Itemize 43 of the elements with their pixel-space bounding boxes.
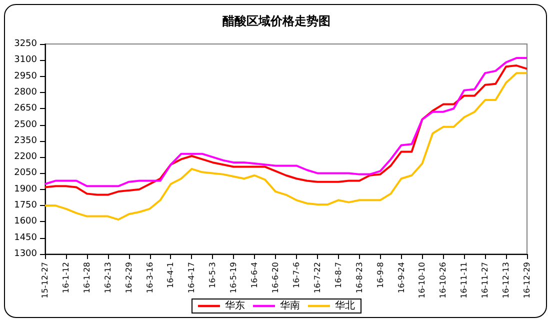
legend-label: 华东 [225,300,245,312]
y-tick-label: 2050 [14,168,38,178]
y-tick-label: 1300 [14,249,38,259]
chart-title: 醋酸区域价格走势图 [222,14,330,28]
x-tick-label: 16-4-17 [187,262,196,294]
y-tick-label: 2500 [14,120,38,130]
y-tick-label: 2950 [14,71,38,82]
x-tick-label: 16-10-26 [438,262,448,298]
x-tick-label: 16-4-1 [166,262,176,288]
y-tick-label: 3250 [14,39,38,49]
y-tick-label: 3100 [14,55,38,66]
x-tick-label: 16-5-3 [208,262,218,288]
x-tick-label: 16-12-13 [502,262,511,298]
x-tick-label: 16-3-16 [145,262,154,294]
y-tick-label: 1600 [14,216,38,227]
x-tick-label: 16-6-20 [271,262,280,294]
x-tick-label: 15-12-27 [40,262,50,298]
x-tick-label: 16-9-24 [396,262,406,294]
legend-label: 华北 [335,300,355,312]
legend-label: 华南 [280,300,300,312]
y-tick-label: 2350 [14,136,38,146]
y-tick-label: 1900 [14,184,38,194]
x-tick-label: 16-2-13 [103,262,112,294]
x-tick-label: 16-10-10 [418,262,427,298]
x-tick-label: 16-11-27 [480,262,490,298]
y-tick-label: 2200 [14,152,38,162]
x-tick-label: 16-8-7 [334,262,343,288]
x-tick-label: 16-12-29 [522,262,532,298]
x-tick-label: 16-6-4 [250,262,260,288]
x-tick-label: 16-8-23 [354,262,364,294]
x-tick-label: 16-5-19 [229,262,238,294]
x-tick-label: 16-1-12 [61,262,70,294]
x-tick-label: 16-1-28 [82,262,92,294]
y-tick-label: 2800 [14,87,38,98]
x-tick-label: 16-7-22 [312,262,322,294]
x-tick-label: 16-9-8 [376,262,385,288]
x-tick-label: 16-7-6 [292,262,301,288]
y-tick-label: 2650 [14,104,38,114]
x-tick-label: 16-2-29 [124,262,134,294]
y-tick-label: 1750 [14,200,38,211]
x-tick-label: 16-11-11 [460,262,469,298]
line-series [44,72,528,221]
y-tick-label: 1450 [14,232,38,243]
